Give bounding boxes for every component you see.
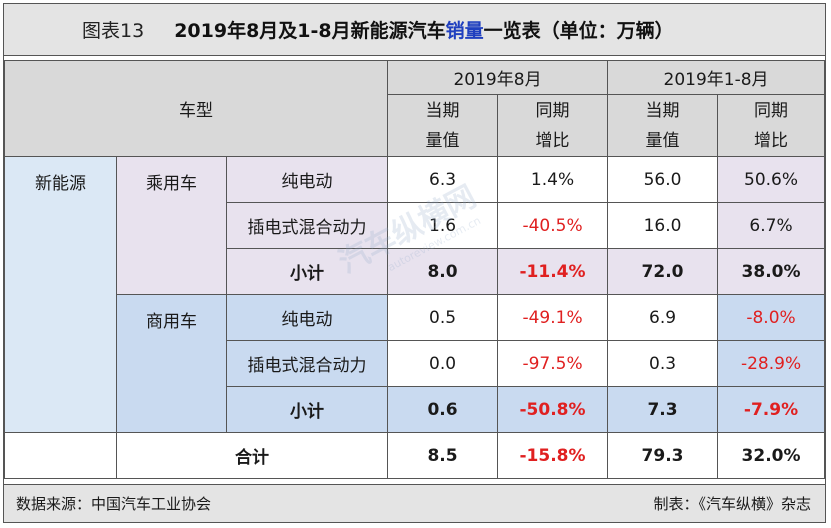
figure-number: 图表13 — [82, 20, 145, 42]
row-label: 插电式混合动力 — [225, 340, 389, 387]
total-label: 合计 — [115, 432, 389, 479]
row-label: 插电式混合动力 — [225, 202, 389, 249]
cell-value: 1.6 — [387, 202, 499, 249]
header-month-current: 当期 量值 — [387, 94, 499, 157]
cell-value: 8.5 — [387, 432, 499, 479]
cell-value: 72.0 — [607, 248, 719, 295]
cell-value: 0.5 — [387, 294, 499, 341]
cell-yoy: -50.8% — [497, 386, 609, 433]
header-vehicle-type: 车型 — [3, 60, 389, 157]
header-line: 同期 — [754, 100, 789, 121]
group-passenger: 乘用车 — [116, 156, 227, 295]
cell-yoy: 32.0% — [717, 432, 826, 479]
cell-value: 6.9 — [607, 294, 719, 341]
cell-value: 0.0 — [387, 340, 499, 387]
cell-yoy: -49.1% — [497, 294, 609, 341]
cell-value: 16.0 — [607, 202, 719, 249]
cell-value: 0.6 — [387, 386, 499, 433]
header-ytd-yoy: 同期 增比 — [717, 94, 826, 157]
cell-yoy: 50.6% — [717, 156, 826, 203]
header-line: 量值 — [425, 130, 460, 151]
sales-table: 车型 2019年8月 2019年1-8月 当期量值 同期增比 当期量值 同期增比… — [3, 60, 826, 479]
category-nev: 新能源 — [4, 156, 117, 433]
cell-yoy: 1.4% — [497, 156, 609, 203]
title-highlight: 销量 — [445, 20, 484, 42]
cell-value: 79.3 — [607, 432, 719, 479]
header-line: 同期 — [535, 100, 570, 121]
header-period-ytd: 2019年1-8月 — [607, 60, 826, 95]
cell-yoy: -8.0% — [717, 294, 826, 341]
data-source: 数据来源：中国汽车工业协会 — [16, 495, 212, 513]
total-spacer — [4, 432, 117, 479]
cell-yoy: -28.9% — [717, 340, 826, 387]
group-commercial: 商用车 — [116, 294, 227, 433]
cell-yoy: -40.5% — [497, 202, 609, 249]
header-period-month: 2019年8月 — [387, 60, 609, 95]
cell-value: 6.3 — [387, 156, 499, 203]
header-line: 增比 — [535, 130, 570, 151]
header-line: 当期 — [645, 100, 680, 121]
row-label: 纯电动 — [225, 294, 389, 341]
title-text-before: 2019年8月及1-8月新能源汽车 — [174, 20, 446, 42]
cell-yoy: 38.0% — [717, 248, 826, 295]
cell-yoy: -11.4% — [497, 248, 609, 295]
row-label: 纯电动 — [225, 156, 389, 203]
footer: 数据来源：中国汽车工业协会 制表：《汽车纵横》杂志 — [4, 484, 825, 522]
cell-yoy: 6.7% — [717, 202, 826, 249]
table-frame: 图表13 2019年8月及1-8月新能源汽车销量一览表（单位：万辆） 车型 20… — [3, 3, 826, 523]
header-ytd-current: 当期 量值 — [607, 94, 719, 157]
title-bar: 图表13 2019年8月及1-8月新能源汽车销量一览表（单位：万辆） — [4, 4, 825, 56]
cell-yoy: -7.9% — [717, 386, 826, 433]
header-line: 量值 — [645, 130, 680, 151]
cell-yoy: -97.5% — [497, 340, 609, 387]
table-maker: 制表：《汽车纵横》杂志 — [653, 495, 811, 513]
title-text-after: 一览表（单位：万辆） — [483, 20, 674, 42]
cell-value: 8.0 — [387, 248, 499, 295]
cell-value: 7.3 — [607, 386, 719, 433]
cell-value: 0.3 — [607, 340, 719, 387]
subtotal-label: 小计 — [225, 248, 389, 295]
header-month-yoy: 同期 增比 — [497, 94, 609, 157]
header-line: 增比 — [754, 130, 789, 151]
cell-value: 56.0 — [607, 156, 719, 203]
table-title: 2019年8月及1-8月新能源汽车销量一览表（单位：万辆） — [174, 16, 673, 43]
cell-yoy: -15.8% — [497, 432, 609, 479]
subtotal-label: 小计 — [225, 386, 389, 433]
header-line: 当期 — [425, 100, 460, 121]
